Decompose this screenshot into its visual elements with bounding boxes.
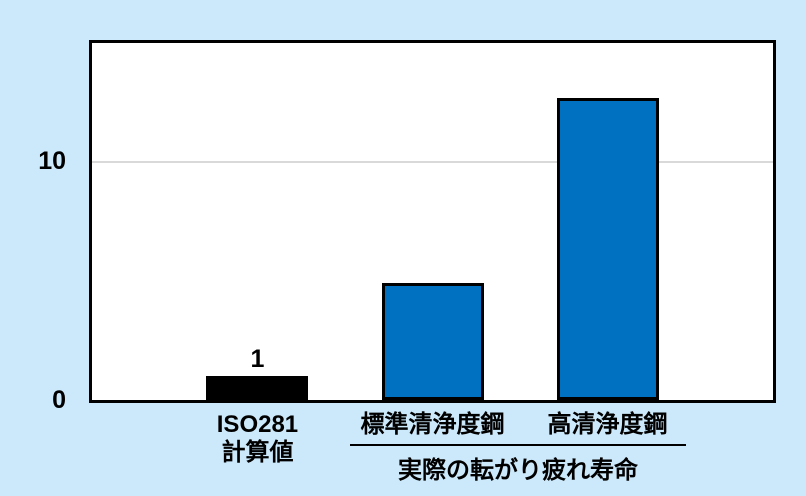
y-axis-tick-label-0: 0	[52, 386, 66, 414]
plot-area: 1	[89, 40, 776, 403]
bar-3	[556, 97, 659, 400]
bar-data-label-1: 1	[250, 345, 265, 374]
x-axis-category-label-2: 標準清浄度鋼	[360, 411, 505, 438]
y-axis-tick-label-10: 10	[38, 147, 66, 175]
bar-1	[206, 376, 309, 400]
x-axis-category-label-1: ISO281 計算値	[216, 411, 299, 466]
group-bracket-line	[350, 444, 686, 446]
x-axis-category-label-3: 高清浄度鋼	[547, 411, 668, 438]
gridline-10	[92, 161, 773, 163]
bar-2	[381, 283, 484, 400]
group-axis-label: 実際の転がり疲れ寿命	[398, 457, 638, 484]
